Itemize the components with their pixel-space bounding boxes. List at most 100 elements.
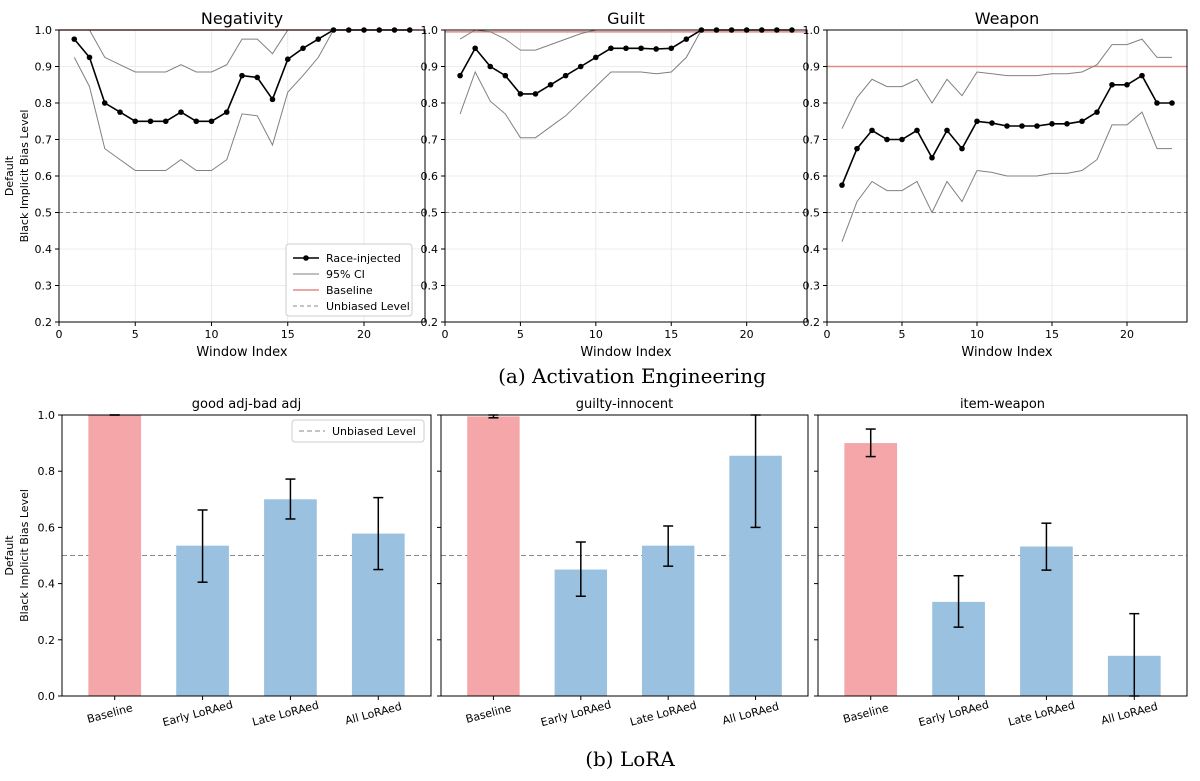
- race-injected-point: [683, 36, 690, 42]
- line-panel-weapon: 0 5 10 15 20 0.2 0.3 0.4 0.5 0.6 0.7 0.8 0.9 1.0 Weapo…: [803, 9, 1188, 360]
- race-injected-point: [959, 145, 965, 152]
- x-tick-label: All LoRAed: [721, 700, 780, 728]
- race-injected-point: [562, 72, 569, 79]
- x-tick-label: 20: [740, 328, 754, 341]
- race-injected-point: [638, 45, 644, 52]
- bar-panel-1: Baseline Early LoRAed Late LoRAed All LoRAe…: [437, 397, 809, 729]
- y-tick-label: 0.8: [803, 97, 821, 110]
- bar-late-loraed: [264, 499, 317, 696]
- panel-title: item-weapon: [960, 397, 1045, 412]
- race-injected-point: [71, 36, 78, 42]
- y-tick-label: 0.8: [35, 97, 53, 110]
- race-injected-point: [608, 45, 614, 52]
- y-tick-label: 0.5: [35, 207, 53, 220]
- race-injected-point: [1094, 109, 1100, 115]
- race-injected-point: [547, 81, 554, 88]
- race-injected-point: [1109, 81, 1115, 88]
- race-injected-point: [869, 127, 875, 134]
- legend-race-label: Race-injected: [326, 252, 401, 265]
- race-injected-point: [1049, 121, 1055, 127]
- y-tick-label: 0.9: [35, 61, 53, 74]
- y-tick-label: 0.3: [803, 280, 821, 293]
- y-axis-label-line2: Black Implicit Bias Level: [18, 110, 31, 243]
- x-tick-label: 10: [589, 328, 603, 341]
- race-injected-point: [944, 127, 950, 134]
- x-tick-label: Late LoRAed: [629, 698, 698, 728]
- y-tick-label: 1.0: [803, 24, 821, 37]
- race-injected-point: [208, 118, 215, 125]
- y-tick-label: 0.4: [803, 243, 821, 256]
- x-tick-label: 5: [899, 328, 906, 341]
- race-injected-point: [86, 54, 93, 61]
- ci-lower-line: [841, 111, 1172, 242]
- bar-baseline: [88, 415, 142, 696]
- panel-title: Guilt: [607, 9, 645, 28]
- race-injected-point: [162, 118, 169, 125]
- x-axis-label: Window Index: [580, 345, 671, 360]
- y-tick-label: 0.4: [35, 243, 53, 256]
- panel-title: guilty-innocent: [576, 397, 674, 412]
- y-tick-label: 0.2: [803, 316, 821, 329]
- y-tick-label: 0.3: [35, 280, 53, 293]
- race-injected-point: [502, 72, 509, 79]
- legend-ci-label: 95% CI: [326, 268, 365, 281]
- line-panel-negativity: 0 5 10 15 20 0.2 0.3 0.4 0.5 0.6 0.7 0.8 0.9 1.0 Negat…: [3, 9, 426, 360]
- ci-upper-line: [74, 29, 410, 73]
- race-injected-point: [517, 91, 524, 97]
- y-tick-label: 0.5: [803, 207, 821, 220]
- race-injected-point: [1034, 123, 1040, 129]
- race-injected-point: [284, 56, 291, 62]
- legend-box: [285, 243, 413, 317]
- y-tick-label: 0.9: [803, 61, 821, 74]
- race-injected-point: [899, 136, 905, 143]
- race-injected-point: [487, 63, 494, 70]
- x-tick-label: All LoRAed: [1100, 700, 1159, 728]
- legend-unbiased-label: Unbiased Level: [326, 300, 410, 313]
- y-tick-label: 0.9: [421, 61, 439, 74]
- panel-title: good adj-bad adj: [192, 397, 302, 412]
- panel-title: Negativity: [201, 9, 283, 28]
- race-injected-point: [1139, 72, 1145, 79]
- panel-title: Weapon: [975, 9, 1040, 28]
- y-axis-label-line1: Default: [3, 155, 16, 196]
- x-tick-label: Late LoRAed: [1007, 698, 1076, 728]
- y-tick-label: 0.4: [38, 578, 56, 591]
- y-tick-label: 0.2: [35, 316, 53, 329]
- ci-upper-line: [841, 38, 1172, 129]
- race-injected-point: [839, 182, 845, 188]
- x-tick-label: Baseline: [86, 701, 135, 726]
- y-tick-label: 1.0: [421, 24, 439, 37]
- x-tick-label: 20: [357, 328, 371, 341]
- x-tick-label: 20: [1120, 328, 1134, 341]
- legend-box: [291, 419, 425, 443]
- y-tick-label: 0.6: [38, 521, 56, 534]
- race-injected-line: [841, 74, 1172, 186]
- race-injected-point: [193, 118, 200, 125]
- race-injected-point: [974, 118, 980, 125]
- y-tick-label: 0.2: [38, 634, 56, 647]
- race-injected-point: [117, 109, 123, 115]
- x-tick-label: Baseline: [464, 701, 513, 726]
- x-tick-label: All LoRAed: [344, 700, 403, 728]
- x-tick-label: Early LoRAed: [917, 698, 990, 729]
- x-tick-label: 5: [132, 328, 139, 341]
- y-tick-label: 0.2: [421, 316, 439, 329]
- x-tick-label: 10: [970, 328, 984, 341]
- x-axis-label: Window Index: [196, 345, 287, 360]
- race-injected-point: [457, 72, 463, 79]
- legend-race-marker: [303, 255, 309, 261]
- x-axis-label: Window Index: [961, 345, 1052, 360]
- y-tick-label: 0.7: [803, 134, 821, 147]
- ci-lower-line: [73, 29, 410, 171]
- y-tick-label: 1.0: [35, 24, 53, 37]
- race-injected-point: [300, 45, 306, 52]
- x-tick-label: 5: [517, 328, 524, 341]
- y-tick-label: 0.7: [35, 134, 53, 147]
- y-tick-label: 0.8: [421, 97, 439, 110]
- line-panel-guilt: 0 5 10 15 20 0.2 0.3 0.4 0.5 0.6 0.7 0.8 0.9 1.0 Guilt…: [421, 9, 808, 360]
- y-tick-label: 0.3: [421, 280, 439, 293]
- race-injected-point: [914, 127, 920, 134]
- race-injected-point: [472, 45, 478, 52]
- race-injected-line: [459, 29, 792, 95]
- x-tick-label: 10: [205, 328, 219, 341]
